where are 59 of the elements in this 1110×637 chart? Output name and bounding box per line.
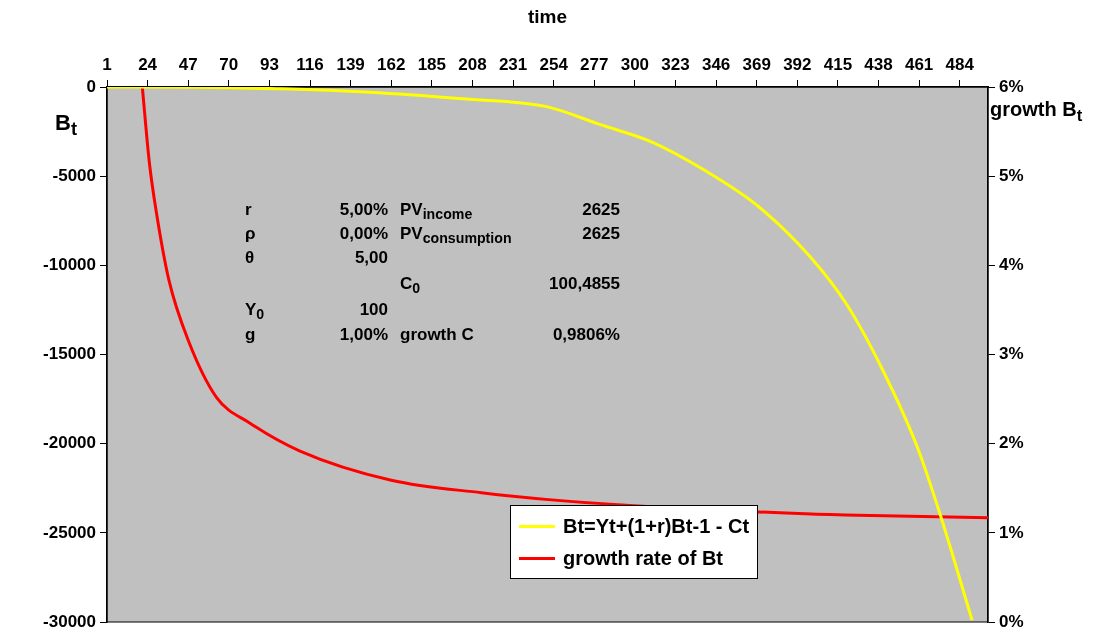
x-tick-label: 139 xyxy=(336,55,365,75)
x-tick-label: 346 xyxy=(701,55,731,75)
y2-tick-label: 1% xyxy=(999,522,1024,542)
annotation: r xyxy=(245,199,252,221)
y2-tick-label: 0% xyxy=(999,611,1024,631)
x-tick-label: 484 xyxy=(945,55,975,75)
x-tick-label: 461 xyxy=(904,55,934,75)
x-tick-label: 116 xyxy=(296,55,324,75)
annotation: 0,9806% xyxy=(552,324,620,346)
y2-tick-label: 4% xyxy=(999,255,1024,275)
y-tick-label: -20000 xyxy=(43,433,96,453)
legend-label: growth rate of Bt xyxy=(563,546,723,570)
annotation: growth C xyxy=(400,324,474,346)
x-tick-label: 277 xyxy=(580,55,609,75)
x-tick-label: 47 xyxy=(178,55,198,75)
annotation: PV$_{consumption}$ xyxy=(400,223,512,249)
y2-tick-label: 5% xyxy=(999,165,1024,185)
annotation: 2625 xyxy=(582,199,620,221)
annotation: θ xyxy=(245,247,255,269)
y-tick-label: -30000 xyxy=(43,611,96,631)
y2-tick-label: 2% xyxy=(999,433,1024,453)
y-tick-label: -25000 xyxy=(43,522,96,542)
x-axis-title: time xyxy=(527,5,568,27)
x-tick-label: 438 xyxy=(864,55,893,75)
x-tick-label: 254 xyxy=(539,55,569,75)
annotation: 2625 xyxy=(582,223,620,245)
y2-tick-label: 6% xyxy=(999,76,1024,96)
x-tick-label: 392 xyxy=(783,55,812,75)
annotation: 1,00% xyxy=(339,324,388,346)
x-tick-label: 70 xyxy=(219,55,239,75)
annotation: 100 xyxy=(359,299,388,321)
x-tick-label: 415 xyxy=(823,55,853,75)
annotation: ρ xyxy=(245,223,256,245)
annotation: 100,4855 xyxy=(549,273,620,295)
x-tick-label: 185 xyxy=(417,55,447,75)
y-tick-label: 0 xyxy=(86,76,96,96)
x-tick-label: 93 xyxy=(259,55,279,75)
y-tick-label: -5000 xyxy=(52,165,96,185)
annotation: Y$_{0}$ xyxy=(245,299,265,325)
x-tick-label: 208 xyxy=(458,55,487,75)
y2-tick-label: 3% xyxy=(999,344,1024,364)
legend-label: Bt=Yt+(1+r)Bt-1 - Ct xyxy=(563,514,750,538)
annotation: PV$_{income}$ xyxy=(400,199,473,225)
x-tick-label: 231 xyxy=(498,55,528,75)
x-tick-label: 24 xyxy=(138,55,158,75)
x-tick-label: 162 xyxy=(377,55,406,75)
y-axis-title: B$_{t}$ xyxy=(55,110,77,141)
x-tick-label: 1 xyxy=(102,55,112,75)
annotation: 0,00% xyxy=(339,223,388,245)
y-tick-label: -15000 xyxy=(43,344,96,364)
x-tick-label: 300 xyxy=(620,55,650,75)
annotation: 5,00 xyxy=(354,247,388,269)
annotation: C$_{0}$ xyxy=(400,273,421,299)
y2-axis-title: growth B$_{t}$ xyxy=(990,98,1083,126)
annotation: 5,00% xyxy=(339,199,388,221)
x-tick-label: 369 xyxy=(742,55,771,75)
y-tick-label: -10000 xyxy=(43,255,96,275)
annotation: g xyxy=(245,324,256,346)
x-tick-label: 323 xyxy=(661,55,690,75)
